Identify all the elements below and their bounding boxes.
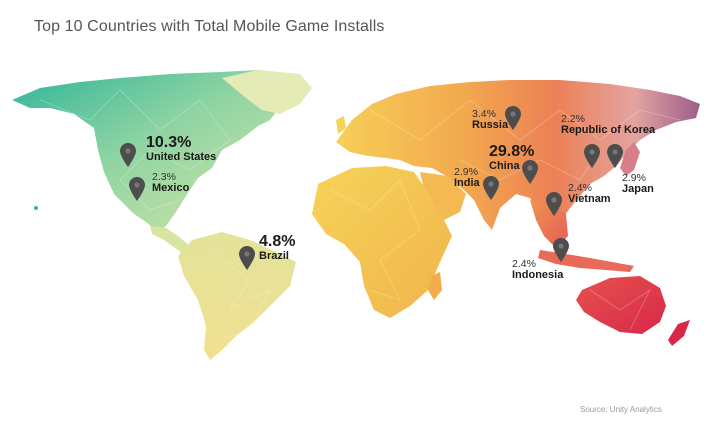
- country-name: Japan: [622, 183, 654, 196]
- map-pin-icon[interactable]: [483, 176, 499, 200]
- country-name: Brazil: [259, 249, 289, 262]
- country-name: Republic of Korea: [561, 124, 656, 137]
- country-label-united-states: 10.3% United States: [146, 134, 217, 163]
- country-label-brazil: 4.8% Brazil: [259, 233, 296, 262]
- map-pin-icon[interactable]: [607, 144, 623, 168]
- country-name: Vietnam: [568, 193, 611, 206]
- page-title: Top 10 Countries with Total Mobile Game …: [34, 18, 385, 35]
- country-percent: 2.3%: [152, 171, 176, 183]
- country-percent: 2.9%: [454, 166, 478, 178]
- island-dot: [34, 206, 38, 210]
- country-name: India: [454, 177, 480, 190]
- country-percent: 29.8%: [489, 143, 535, 160]
- country-percent: 10.3%: [146, 134, 192, 151]
- new-zealand-landmass: [668, 320, 690, 346]
- country-name: Russia: [472, 119, 509, 132]
- australia-landmass: [576, 276, 666, 334]
- country-label-indonesia: 2.4% Indonesia: [512, 258, 564, 282]
- country-name: Indonesia: [512, 269, 564, 282]
- south-america-landmass: [178, 232, 296, 360]
- country-name: United States: [146, 150, 217, 163]
- country-percent: 2.4%: [568, 182, 592, 194]
- greenland-landmass: [222, 70, 312, 114]
- japan-landmass: [620, 142, 640, 176]
- north-america-landmass: [12, 70, 300, 232]
- madagascar-landmass: [428, 272, 442, 300]
- country-percent: 2.9%: [622, 172, 646, 184]
- uk-landmass: [336, 116, 346, 134]
- map-pin-icon[interactable]: [584, 144, 600, 168]
- country-label-india: 2.9% India: [454, 166, 480, 190]
- country-name: Mexico: [152, 182, 190, 195]
- map-pin-icon[interactable]: [553, 238, 569, 262]
- facet-overlay: [39, 89, 681, 341]
- country-percent: 3.4%: [472, 108, 496, 120]
- country-name: China: [489, 159, 520, 172]
- country-label-republic-of-korea: 2.2% Republic of Korea: [561, 113, 656, 137]
- map-pin-icon[interactable]: [120, 143, 136, 167]
- source-note: Source: Unity Analytics: [580, 405, 662, 414]
- map-pin-icon[interactable]: [505, 106, 521, 130]
- country-label-russia: 3.4% Russia: [472, 108, 509, 132]
- map-pin-icon[interactable]: [522, 160, 538, 184]
- eurasia-landmass: [336, 80, 700, 230]
- country-label-china: 29.8% China: [489, 143, 535, 172]
- map-pin-icon[interactable]: [129, 177, 145, 201]
- country-label-vietnam: 2.4% Vietnam: [568, 182, 611, 206]
- country-percent: 4.8%: [259, 233, 296, 250]
- country-percent: 2.4%: [512, 258, 536, 270]
- africa-landmass: [312, 166, 452, 318]
- map-pin-icon[interactable]: [546, 192, 562, 216]
- southeast-asia-landmass: [530, 200, 568, 248]
- map-pin-icon[interactable]: [239, 246, 255, 270]
- country-percent: 2.2%: [561, 113, 585, 125]
- country-label-japan: 2.9% Japan: [622, 172, 654, 196]
- country-label-mexico: 2.3% Mexico: [152, 171, 190, 195]
